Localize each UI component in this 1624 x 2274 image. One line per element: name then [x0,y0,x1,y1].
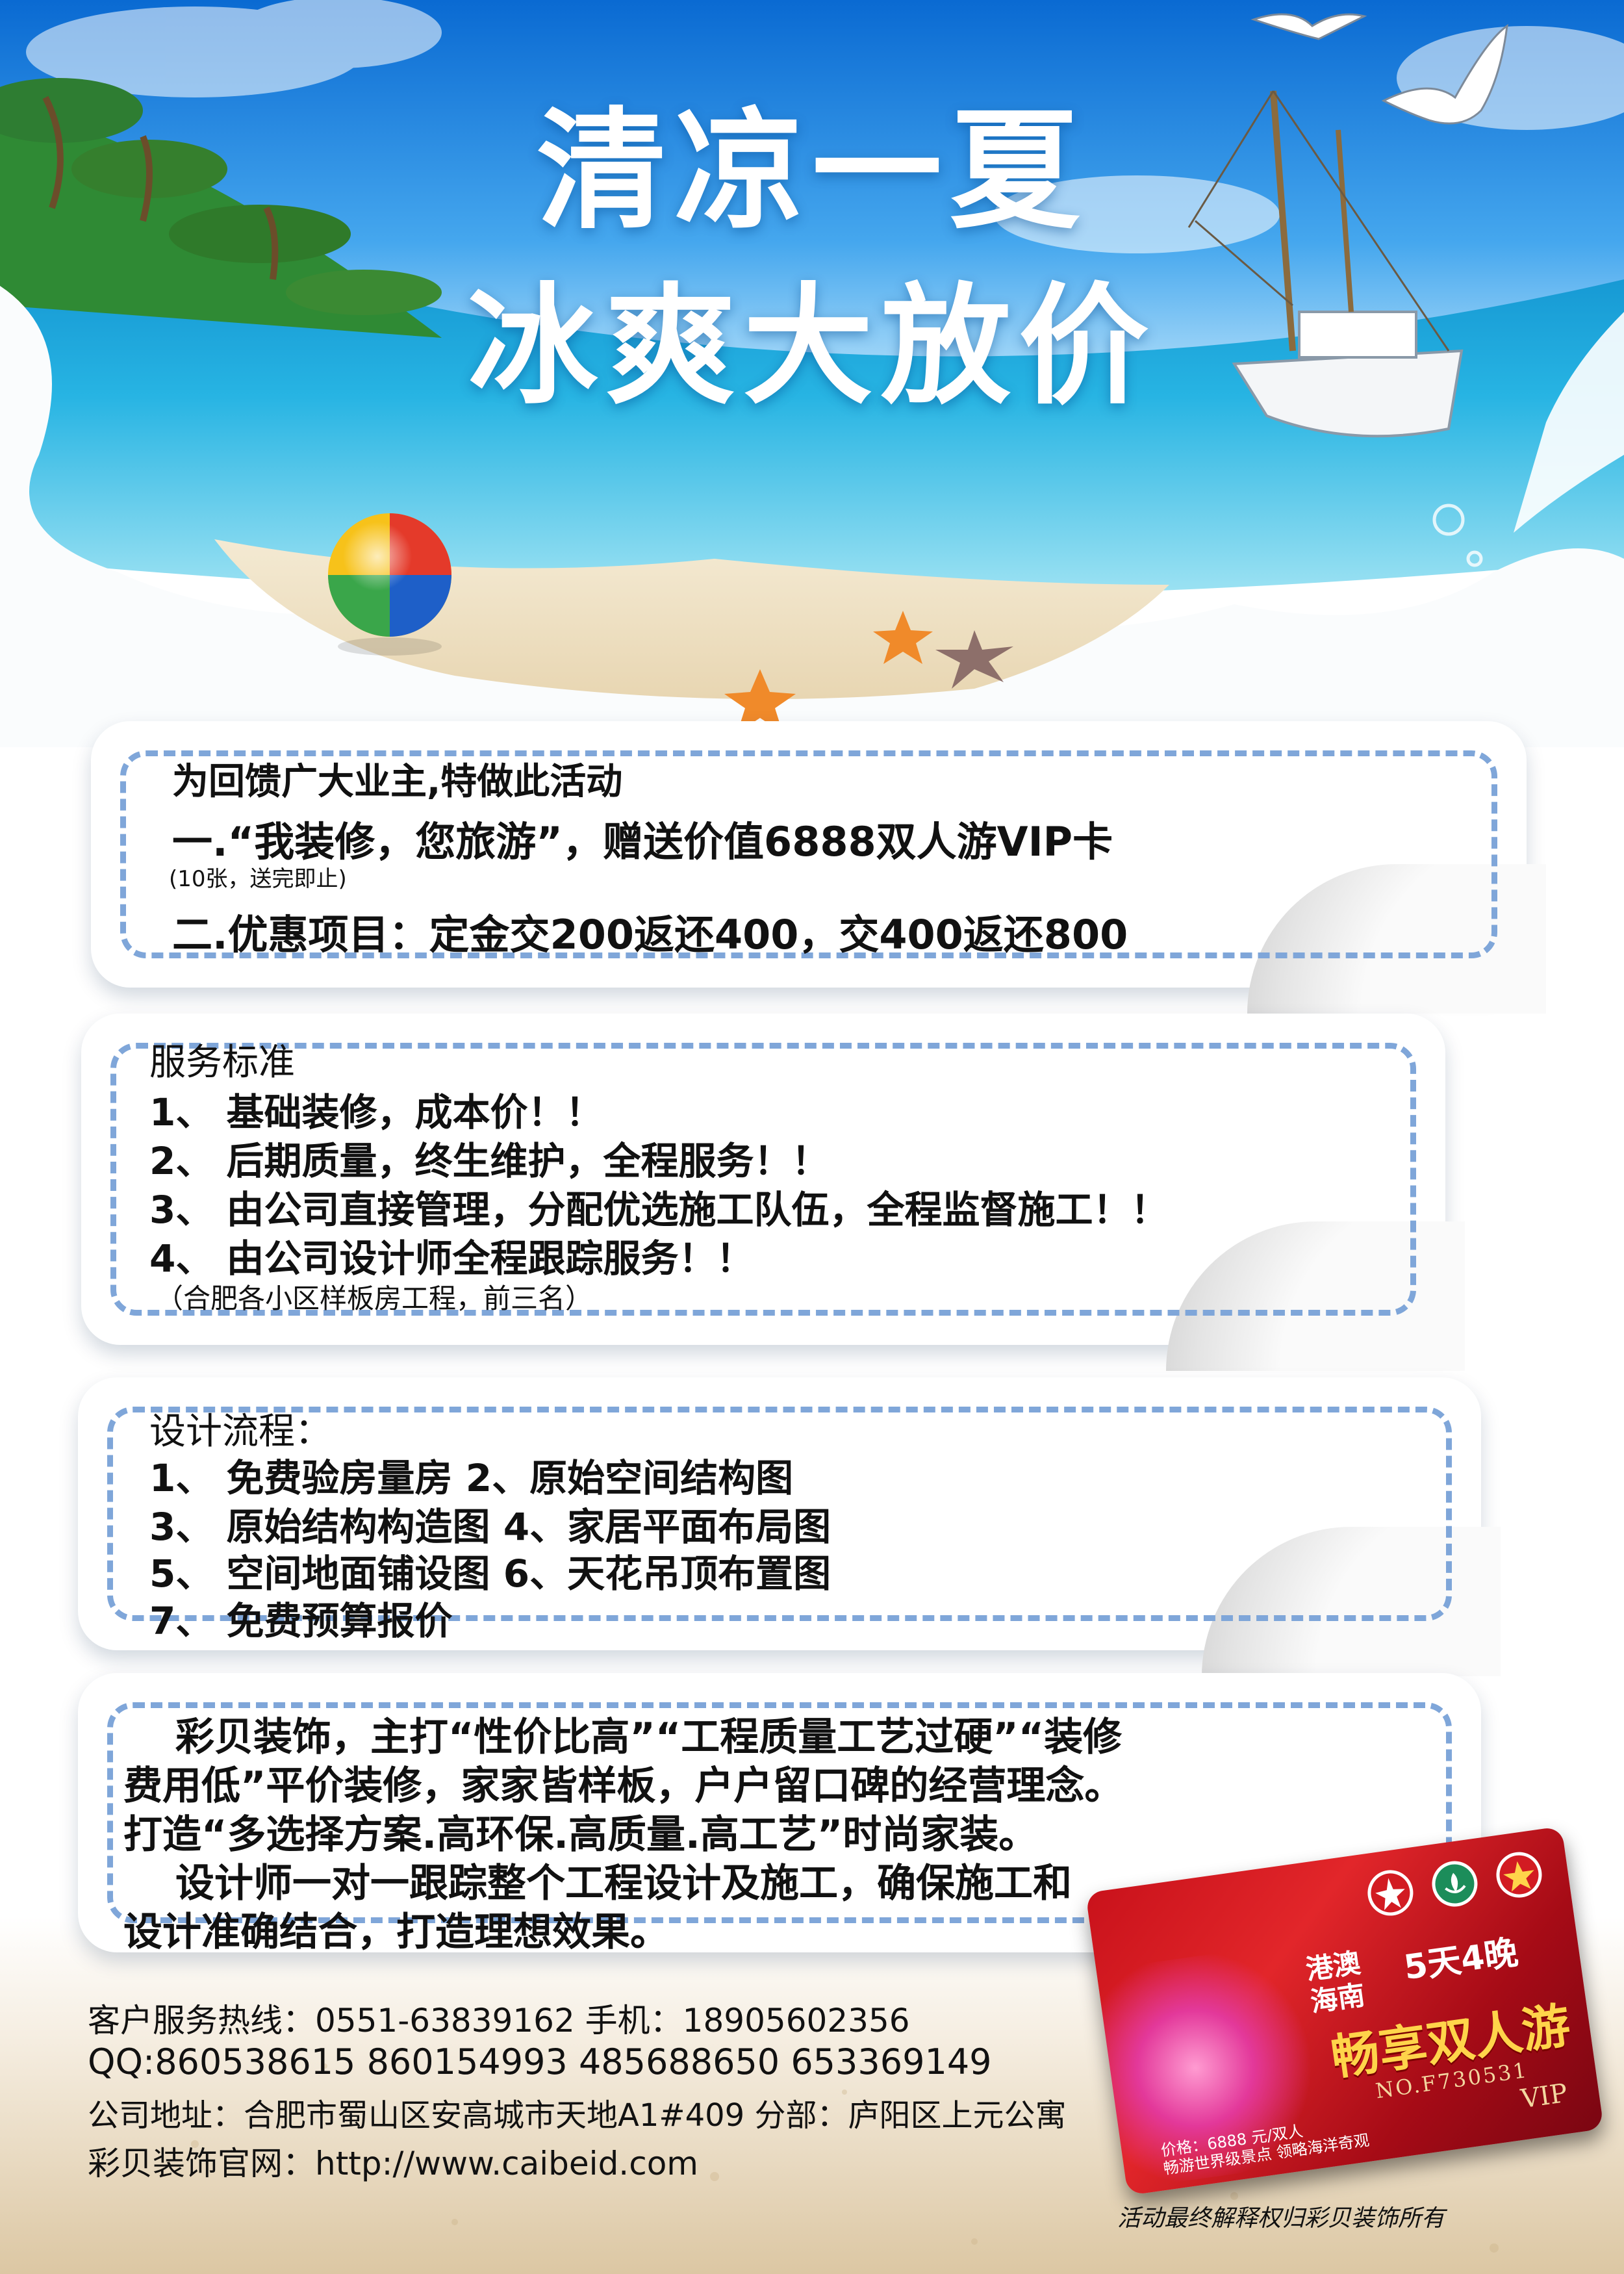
vip-tag: VIP [1519,2078,1569,2115]
service-item-3: 3、 由公司直接管理，分配优选施工队伍，全程监督施工！！ [149,1188,1169,1232]
qq-text: QQ:860538615 860154993 485688650 6533691… [88,2041,992,2082]
headline-line2: 冰爽大放价 [467,271,1156,422]
bauhinia-emblem-icon [1364,1867,1416,1919]
service-title: 服务标准 [149,1041,295,1084]
design-process-card: 设计流程： 1、 免费验房量房 2、原始空间结构图 3、 原始结构构造图 4、家… [78,1377,1501,1676]
service-item-1: 1、 基础装修，成本价！！ [149,1090,603,1134]
promotion-intro: 为回馈广大业主,特做此活动 [172,761,623,803]
intro-line-1: 彩贝装饰，主打“性价比高”“工程质量工艺过硬”“装修 [175,1715,1123,1760]
vip-travel-card: 港澳 海南 5天4晚 畅享双人游 NO.F730531 VIP 价格：6888 … [1085,1826,1605,2196]
intro-line-3: 打造“多选择方案.高环保.高质量.高工艺”时尚家装。 [123,1812,1038,1858]
process-row-4: 7、 免费预算报价 [149,1599,453,1643]
vip-duration: 5天4晚 [1401,1933,1521,1988]
address-text: 公司地址：合肥市蜀山区安高城市天地A1#409 分部：庐阳区上元公寓 [88,2097,1067,2134]
vip-region-line2: 海南 [1308,1978,1367,2018]
service-note: （合肥各小区样板房工程，前三名） [156,1283,593,1314]
page-curl [1202,1527,1501,1676]
website-text: 彩贝装饰官网：http://www.caibeid.com [88,2145,698,2182]
service-standard-card: 服务标准 1、 基础装修，成本价！！ 2、 后期质量，终生维护，全程服务！！ 3… [81,1014,1465,1371]
promotion-item-2: 二.优惠项目：定金交200返还400，交400返还800 [172,911,1128,958]
star-emblem-icon [1493,1849,1545,1901]
process-row-2: 3、 原始结构构造图 4、家居平面布局图 [149,1505,831,1549]
vip-region: 港澳 海南 [1304,1947,1367,2019]
process-row-1: 1、 免费验房量房 2、原始空间结构图 [149,1456,794,1500]
intro-line-5: 设计准确结合，打造理想效果。 [123,1910,669,1955]
intro-line-2: 费用低”平价装修，家家皆样板，户户留口碑的经营理念。 [123,1763,1124,1809]
lotus-emblem-icon [1428,1858,1480,1910]
hotline-text: 客户服务热线：0551-63839162 手机：18905602356 [88,2002,910,2039]
intro-line-4: 设计师一对一跟踪整个工程设计及施工，确保施工和 [175,1861,1072,1906]
promotion-card: 为回馈广大业主,特做此活动 一.“我装修，您旅游”，赠送价值6888双人游VIP… [91,721,1546,1014]
headline-line1: 清凉一夏 [536,96,1087,247]
disclaimer-text: 活动最终解释权归彩贝装饰所有 [1117,2205,1445,2232]
promotion-item-1-note: (10张，送完即止) [169,866,347,892]
page-curl [1247,864,1546,1014]
process-row-3: 5、 空间地面铺设图 6、天花吊顶布置图 [149,1552,831,1596]
service-item-4: 4、 由公司设计师全程跟踪服务！！ [149,1236,754,1281]
promotion-item-1: 一.“我装修，您旅游”，赠送价值6888双人游VIP卡 [172,818,1113,865]
page-curl [1166,1221,1465,1371]
process-title: 设计流程： [149,1411,331,1453]
service-item-2: 2、 后期质量，终生维护，全程服务！！ [149,1139,830,1183]
